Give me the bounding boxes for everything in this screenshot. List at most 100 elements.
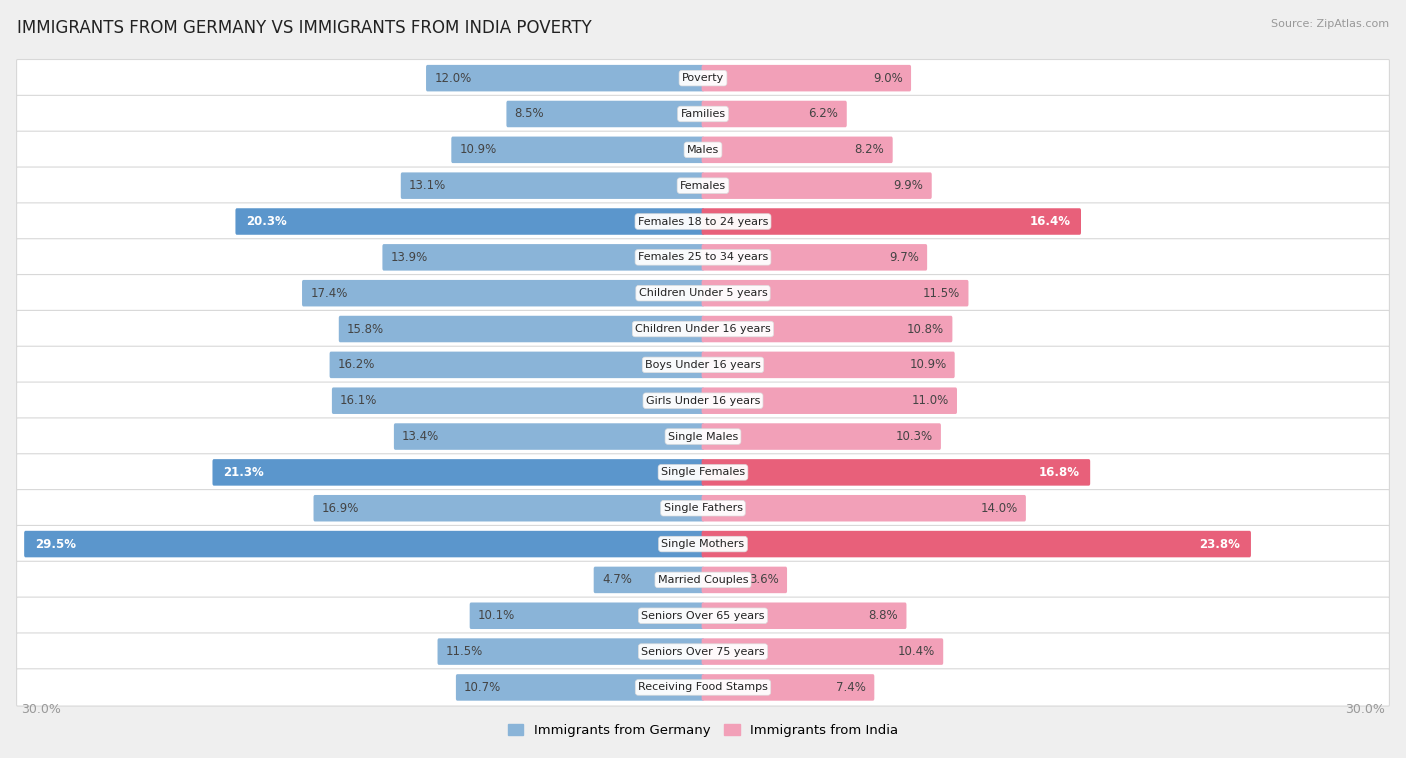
FancyBboxPatch shape (17, 96, 1389, 133)
Text: Source: ZipAtlas.com: Source: ZipAtlas.com (1271, 19, 1389, 29)
Text: 3.6%: 3.6% (749, 573, 779, 587)
Text: 9.7%: 9.7% (889, 251, 920, 264)
Text: Married Couples: Married Couples (658, 575, 748, 585)
FancyBboxPatch shape (451, 136, 704, 163)
Text: Children Under 16 years: Children Under 16 years (636, 324, 770, 334)
FancyBboxPatch shape (702, 459, 1090, 486)
FancyBboxPatch shape (332, 387, 704, 414)
FancyBboxPatch shape (394, 423, 704, 449)
Text: 15.8%: 15.8% (347, 323, 384, 336)
Text: 21.3%: 21.3% (224, 466, 264, 479)
FancyBboxPatch shape (17, 525, 1389, 562)
Text: Seniors Over 75 years: Seniors Over 75 years (641, 647, 765, 656)
FancyBboxPatch shape (593, 567, 704, 594)
FancyBboxPatch shape (17, 239, 1389, 276)
Text: Children Under 5 years: Children Under 5 years (638, 288, 768, 298)
Text: 14.0%: 14.0% (980, 502, 1018, 515)
FancyBboxPatch shape (17, 203, 1389, 240)
FancyBboxPatch shape (302, 280, 704, 306)
FancyBboxPatch shape (17, 274, 1389, 312)
Text: 8.5%: 8.5% (515, 108, 544, 121)
Text: 12.0%: 12.0% (434, 72, 471, 85)
Text: 16.4%: 16.4% (1029, 215, 1070, 228)
Text: Families: Families (681, 109, 725, 119)
Text: 30.0%: 30.0% (21, 703, 60, 716)
FancyBboxPatch shape (702, 423, 941, 449)
FancyBboxPatch shape (17, 454, 1389, 491)
FancyBboxPatch shape (339, 316, 704, 343)
Text: Seniors Over 65 years: Seniors Over 65 years (641, 611, 765, 621)
Text: 13.9%: 13.9% (391, 251, 427, 264)
Text: 11.5%: 11.5% (922, 287, 960, 299)
Text: Receiving Food Stamps: Receiving Food Stamps (638, 682, 768, 692)
FancyBboxPatch shape (437, 638, 704, 665)
Text: 16.8%: 16.8% (1039, 466, 1080, 479)
FancyBboxPatch shape (702, 638, 943, 665)
Text: Females: Females (681, 180, 725, 191)
FancyBboxPatch shape (329, 352, 704, 378)
FancyBboxPatch shape (702, 208, 1081, 235)
FancyBboxPatch shape (17, 633, 1389, 670)
FancyBboxPatch shape (702, 387, 957, 414)
Text: 10.9%: 10.9% (460, 143, 496, 156)
FancyBboxPatch shape (702, 603, 907, 629)
Text: 16.9%: 16.9% (322, 502, 359, 515)
FancyBboxPatch shape (702, 65, 911, 92)
FancyBboxPatch shape (17, 382, 1389, 419)
Text: Single Males: Single Males (668, 431, 738, 442)
Text: Females 18 to 24 years: Females 18 to 24 years (638, 217, 768, 227)
FancyBboxPatch shape (17, 346, 1389, 384)
FancyBboxPatch shape (17, 669, 1389, 706)
Text: Females 25 to 34 years: Females 25 to 34 years (638, 252, 768, 262)
FancyBboxPatch shape (470, 603, 704, 629)
FancyBboxPatch shape (17, 490, 1389, 527)
Text: Males: Males (688, 145, 718, 155)
Text: 8.2%: 8.2% (855, 143, 884, 156)
Text: Boys Under 16 years: Boys Under 16 years (645, 360, 761, 370)
Text: 10.4%: 10.4% (897, 645, 935, 658)
FancyBboxPatch shape (702, 101, 846, 127)
FancyBboxPatch shape (212, 459, 704, 486)
Text: 11.0%: 11.0% (911, 394, 949, 407)
FancyBboxPatch shape (17, 167, 1389, 205)
FancyBboxPatch shape (702, 172, 932, 199)
Text: 11.5%: 11.5% (446, 645, 484, 658)
Text: 8.8%: 8.8% (869, 609, 898, 622)
FancyBboxPatch shape (702, 531, 1251, 557)
Text: 9.9%: 9.9% (894, 179, 924, 193)
Text: 13.4%: 13.4% (402, 430, 440, 443)
FancyBboxPatch shape (702, 244, 927, 271)
Text: 30.0%: 30.0% (1346, 703, 1385, 716)
FancyBboxPatch shape (702, 352, 955, 378)
FancyBboxPatch shape (17, 60, 1389, 97)
FancyBboxPatch shape (426, 65, 704, 92)
FancyBboxPatch shape (17, 561, 1389, 599)
Text: 17.4%: 17.4% (311, 287, 347, 299)
Text: 10.8%: 10.8% (907, 323, 945, 336)
Text: 4.7%: 4.7% (602, 573, 631, 587)
Text: Single Mothers: Single Mothers (661, 539, 745, 549)
FancyBboxPatch shape (401, 172, 704, 199)
FancyBboxPatch shape (702, 567, 787, 594)
FancyBboxPatch shape (17, 310, 1389, 348)
FancyBboxPatch shape (24, 531, 704, 557)
Text: 10.7%: 10.7% (464, 681, 502, 694)
Text: IMMIGRANTS FROM GERMANY VS IMMIGRANTS FROM INDIA POVERTY: IMMIGRANTS FROM GERMANY VS IMMIGRANTS FR… (17, 19, 592, 37)
Text: 7.4%: 7.4% (837, 681, 866, 694)
FancyBboxPatch shape (235, 208, 704, 235)
Text: Girls Under 16 years: Girls Under 16 years (645, 396, 761, 406)
FancyBboxPatch shape (702, 316, 952, 343)
FancyBboxPatch shape (702, 495, 1026, 522)
Text: 10.1%: 10.1% (478, 609, 515, 622)
FancyBboxPatch shape (702, 674, 875, 700)
Text: Single Females: Single Females (661, 468, 745, 478)
FancyBboxPatch shape (314, 495, 704, 522)
FancyBboxPatch shape (702, 280, 969, 306)
Text: 10.3%: 10.3% (896, 430, 932, 443)
FancyBboxPatch shape (382, 244, 704, 271)
FancyBboxPatch shape (17, 418, 1389, 456)
FancyBboxPatch shape (456, 674, 704, 700)
Text: 13.1%: 13.1% (409, 179, 446, 193)
FancyBboxPatch shape (506, 101, 704, 127)
Legend: Immigrants from Germany, Immigrants from India: Immigrants from Germany, Immigrants from… (502, 719, 904, 742)
